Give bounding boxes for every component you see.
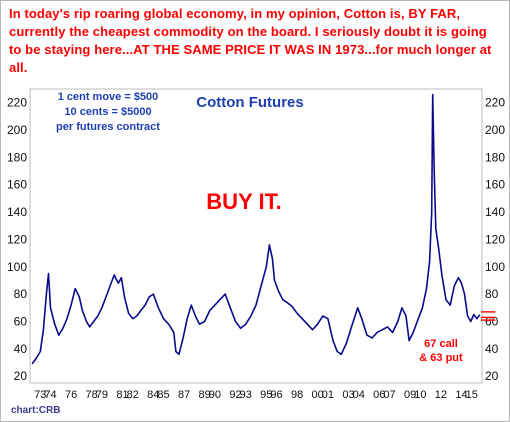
contract-note: 1 cent move = $500 10 cents = $5000 per …: [56, 91, 160, 133]
y-tick-label-right: 60: [485, 314, 499, 328]
x-tick-label: 03: [342, 389, 354, 401]
y-tick-label-right: 140: [485, 205, 505, 219]
x-tick-label: 85: [157, 389, 169, 401]
chart-credit: chart:CRB: [11, 405, 61, 416]
y-tick-label-left: 160: [7, 178, 27, 192]
x-tick-label: 92: [229, 389, 241, 401]
x-tick-label: 12: [435, 389, 447, 401]
y-tick-label-right: 160: [485, 178, 505, 192]
x-tick-label: 81: [116, 389, 128, 401]
x-tick-label: 07: [383, 389, 395, 401]
x-tick-label: 73: [34, 389, 46, 401]
series-line-cotton: [31, 93, 481, 365]
contract-note-line: 1 cent move = $500: [58, 91, 159, 103]
y-tick-label-left: 140: [7, 205, 27, 219]
y-tick-label-left: 20: [14, 369, 28, 383]
y-tick-label-left: 220: [7, 96, 27, 110]
x-tick-label: 78: [86, 389, 98, 401]
y-tick-label-right: 40: [485, 342, 499, 356]
x-tick-label: 90: [209, 389, 221, 401]
x-tick-label: 14: [455, 389, 467, 401]
y-tick-label-right: 200: [485, 123, 505, 137]
y-tick-label-left: 60: [14, 314, 28, 328]
y-tick-label-right: 180: [485, 150, 505, 164]
x-tick-label: 93: [240, 389, 252, 401]
option-label-call: 67 call: [424, 338, 458, 350]
chart-title: Cotton Futures: [196, 94, 303, 111]
y-tick-label-left: 80: [14, 287, 28, 301]
x-tick-label: 15: [466, 389, 478, 401]
contract-note-line: 10 cents = $5000: [64, 106, 151, 118]
x-tick-label: 06: [373, 389, 385, 401]
x-tick-label: 96: [270, 389, 282, 401]
x-tick-label: 82: [127, 389, 139, 401]
y-tick-label-left: 40: [14, 342, 28, 356]
x-tick-label: 04: [353, 389, 365, 401]
x-tick-label: 84: [147, 389, 159, 401]
plot-area: [29, 88, 483, 384]
buy-callout: BUY IT.: [206, 189, 281, 214]
headline-text: In today's rip roaring global economy, i…: [9, 6, 492, 75]
x-tick-label: 00: [312, 389, 324, 401]
option-label-put: & 63 put: [419, 352, 463, 364]
y-tick-label-left: 120: [7, 232, 27, 246]
x-tick-label: 98: [291, 389, 303, 401]
y-tick-label-right: 100: [485, 260, 505, 274]
y-axis-left: 20 40 60 80 100 120 140 160 180 200 220: [7, 96, 27, 383]
option-strike-lines: [480, 311, 496, 321]
y-tick-label-left: 200: [7, 123, 27, 137]
contract-note-line: per futures contract: [56, 121, 160, 133]
x-tick-label: 01: [322, 389, 334, 401]
y-tick-label-right: 220: [485, 96, 505, 110]
y-axis-right: 20 40 60 80 100 120 140 160 180 200 220: [485, 96, 505, 383]
y-tick-label-right: 20: [485, 369, 499, 383]
y-tick-label-left: 180: [7, 150, 27, 164]
x-tick-label: 95: [260, 389, 272, 401]
x-tick-label: 74: [44, 389, 56, 401]
y-tick-label-right: 80: [485, 287, 499, 301]
x-tick-label: 89: [199, 389, 211, 401]
x-tick-label: 76: [65, 389, 77, 401]
x-tick-label: 10: [414, 389, 426, 401]
y-tick-label-left: 100: [7, 260, 27, 274]
x-tick-label: 09: [404, 389, 416, 401]
x-tick-label: 79: [96, 389, 108, 401]
x-tick-label: 87: [178, 389, 190, 401]
y-tick-label-right: 120: [485, 232, 505, 246]
